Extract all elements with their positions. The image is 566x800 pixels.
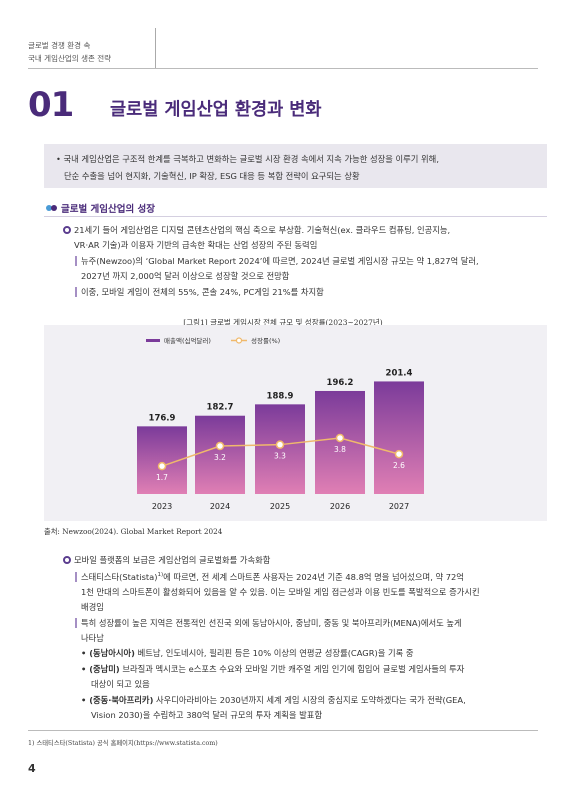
legend-line-label: 성장률(%) [251,336,280,345]
chart-container: 매출액(십억달러) 성장률(%) 176.9 182.7 188.9 196.2 201… [44,325,547,521]
growth-rate-point [394,449,404,459]
x-tick-label: 2026 [330,502,350,511]
growth-rate-point [157,461,167,471]
sub-bullet-mark [75,618,77,628]
figure-source: 출처: Newzoo(2024). Global Market Report 2… [44,527,223,536]
block2-main: 모바일 플랫폼의 보급은 게임산업의 글로벌화를 가속화함 [74,555,271,565]
growth-rate-label: 3.8 [334,445,346,454]
heading-dot-icon [46,205,52,211]
summary-box: • 국내 게임산업은 구조적 한계를 극복하고 변화하는 글로벌 시장 환경 속… [44,144,547,188]
chart-legend: 매출액(십억달러) 성장률(%) [146,336,280,345]
heading-global-growth: 글로벌 게임산업의 성장 [61,204,156,215]
block1-sub1-line-2: 2027년 까지 2,000억 달러 이상으로 성장할 것으로 전망함 [81,271,290,281]
growth-rate-point [215,441,225,451]
bullet-mena: • (중동·북아프리카) 사우디아라비아는 2030년까지 세계 게임 시장의 … [81,694,466,706]
heading-dot-icon [51,205,57,211]
sub-bullet-mark [75,572,77,582]
legend-bar-label: 매출액(십억달러) [164,336,211,345]
block2-sub1-line-1-rest: 에 따르면, 전 세계 스마트폰 사용자는 2024년 기준 48.8억 명을 … [163,572,464,582]
block1-main-line-2: VR·AR 기술)과 이용자 기반의 급속한 확대는 산업 성장의 주된 동력임 [74,240,318,250]
circle-bullet-icon [63,226,71,234]
growth-rate-label: 1.7 [156,473,168,482]
bullet-southeast-asia: • (동남아시아) 베트남, 인도네시아, 필리핀 등은 10% 이상의 연평균… [81,647,414,659]
bullet-mena-label: • (중동·북아프리카) [81,695,154,705]
bar-2025 [255,404,305,494]
x-tick-label: 2023 [152,502,172,511]
bar-2024 [195,415,245,494]
header-line-1: 글로벌 경쟁 환경 속 [28,41,91,50]
legend-bar-swatch [146,339,160,342]
header-line-2: 국내 게임산업의 생존 전략 [28,54,112,63]
bar-2027 [374,381,424,494]
legend-line-marker [235,337,243,344]
header-divider [28,68,538,69]
section-title: 글로벌 게임산업 환경과 변화 [110,100,322,120]
block2-sub2-line-2: 나타남 [81,633,104,643]
sub-bullet-mark [75,287,77,297]
block2-sub1-line-2: 1천 만대의 스마트폰이 활성화되어 있음을 알 수 있음. 이는 모바일 게임… [81,587,480,597]
bullet-mena-text: 사우디아라비아는 2030년까지 세계 게임 시장의 중심지로 도약하겠다는 국… [153,695,466,705]
bullet-mena-line-2: Vision 2030)을 수립하고 380억 달러 규모의 투자 계획을 발표… [91,710,323,720]
footnote-ref: 1) [157,572,164,579]
bar-value-label: 182.7 [207,403,234,413]
bullet-latin-america-label: • (중남미) [81,664,120,674]
block1-main-line-1: 21세기 들어 게임산업은 디지털 콘텐츠산업의 핵심 축으로 부상함. 기술혁… [74,225,451,235]
footnote: 1) 스태티스타(Statista) 공식 홈페이지(https://www.s… [28,740,218,747]
bullet-latin-america-line-2: 대상이 되고 있음 [91,679,150,689]
x-tick-label: 2025 [270,502,290,511]
page-number: 4 [28,762,36,775]
section-number: 01 [28,85,74,125]
block2-sub1-line-3: 배경임 [81,602,104,612]
bullet-latin-america: • (중남미) 브라질과 멕시코는 e스포츠 수요와 모바일 기반 캐주얼 게임… [81,663,464,675]
bar-value-label: 188.9 [267,391,294,401]
x-tick-label: 2024 [210,502,230,511]
market-chart: 매출액(십억달러) 성장률(%) 176.9 182.7 188.9 196.2 201… [137,336,424,511]
footnote-divider [28,730,538,731]
bullet-southeast-asia-label: • (동남아시아) [81,648,135,658]
block2-sub1-line-1: 스태티스타(Statista)1)에 따르면, 전 세계 스마트폰 사용자는 2… [81,571,464,583]
block1-sub1-line-1: 뉴주(Newzoo)의 ‘Global Market Report 2024’에… [81,256,479,266]
growth-rate-label: 3.2 [214,453,226,462]
summary-line-2: 단순 수출을 넘어 현지화, 기술혁신, IP 확장, ESG 대응 등 복합 … [64,171,360,181]
growth-rate-label: 2.6 [393,461,405,470]
growth-rate-point [275,440,285,449]
growth-rate-point [335,433,345,443]
bar-value-label: 196.2 [327,378,354,388]
bar-value-label: 176.9 [149,413,176,423]
block2-sub2-line-1: 특히 성장률이 높은 지역은 전통적인 선진국 외에 동남아시아, 중남미, 중… [81,618,462,628]
x-tick-label: 2027 [389,502,409,511]
growth-rate-label: 3.3 [274,452,286,461]
summary-line-1: • 국내 게임산업은 구조적 한계를 극복하고 변화하는 글로벌 시장 환경 속… [56,154,439,164]
circle-bullet-icon [63,556,71,564]
block1-sub2: 이중, 모바일 게임이 전체의 55%, 콘솔 24%, PC게임 21%를 차… [81,287,324,297]
header-box [28,28,156,68]
sub-bullet-mark [75,256,77,266]
statista-name: 스태티스타(Statista) [81,572,158,582]
bullet-southeast-asia-text: 베트남, 인도네시아, 필리핀 등은 10% 이상의 연평균 성장률(CAGR)… [134,648,414,658]
bar-value-label: 201.4 [386,368,413,378]
bullet-latin-america-text: 브라질과 멕시코는 e스포츠 수요와 모바일 기반 캐주얼 게임 인기에 힘입어… [119,664,465,674]
figure-caption: [그림1] 글로벌 게임시장 전체 규모 및 성장률(2023~2027년) [183,318,383,327]
heading-underline [44,216,547,217]
